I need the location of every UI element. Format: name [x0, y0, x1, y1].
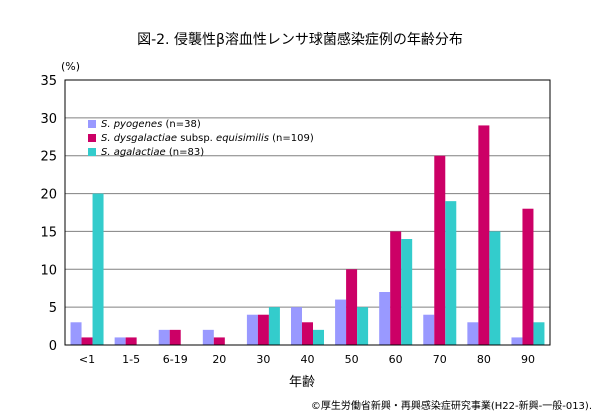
source-note: ©厚生労働省新興・再興感染症研究事業(H22-新興-一般-013).: [311, 399, 592, 412]
legend-swatch: [88, 120, 96, 128]
bar: [213, 337, 225, 345]
x-tick-label: 90: [521, 353, 535, 366]
legend-swatch: [88, 148, 96, 156]
chart-title: 図-2. 侵襲性β溶血性レンサ球菌感染症例の年齢分布: [137, 31, 463, 48]
y-tick-label: 20: [40, 188, 57, 203]
legend-text-part: equisimilis: [216, 133, 269, 144]
legend-text-part: S. pyogenes: [101, 119, 162, 130]
y-tick-label: 35: [40, 74, 57, 89]
legend-text-part: (n=109): [269, 133, 314, 144]
legend: S. pyogenes (n=38) S. dysgalactiae subsp.…: [88, 119, 314, 158]
y-tick-label: 0: [49, 339, 57, 354]
y-tick-label: 5: [49, 301, 57, 316]
bar: [379, 292, 391, 345]
x-axis-ticks: <1 1-5 6-19 20 30 40 50 60 70 80 90: [79, 353, 535, 366]
bar: [489, 231, 501, 345]
x-tick-label: 1-5: [122, 353, 140, 366]
plot-area-border: [64, 79, 551, 346]
bar: [125, 337, 137, 345]
bar: [257, 314, 269, 345]
bar: [158, 329, 170, 345]
bar: [70, 322, 82, 345]
y-tick-label: 25: [40, 150, 57, 165]
bar: [346, 269, 358, 345]
legend-entry: S. agalactiae (n=83): [101, 147, 204, 158]
y-axis-ticks: 0 5 10 15 20 25 30 35: [40, 74, 57, 354]
x-tick-label: <1: [79, 353, 95, 366]
bar: [169, 329, 181, 345]
bar: [401, 239, 413, 345]
bar: [335, 299, 347, 345]
x-tick-label: 40: [301, 353, 315, 366]
bar: [533, 322, 545, 345]
bar: [202, 329, 214, 345]
y-tick-label: 15: [40, 225, 57, 240]
bar: [511, 337, 523, 345]
bar: [114, 337, 126, 345]
bar: [92, 193, 104, 345]
bar: [268, 307, 280, 345]
bar: [390, 231, 402, 345]
x-tick-label: 20: [212, 353, 226, 366]
x-tick-label: 80: [477, 353, 491, 366]
x-tick-label: 60: [389, 353, 403, 366]
y-tick-label: 30: [40, 112, 57, 127]
x-tick-label: 30: [256, 353, 270, 366]
bar: [246, 314, 258, 345]
x-tick-label: 70: [433, 353, 447, 366]
bar: [522, 208, 534, 345]
x-tick-label: 50: [345, 353, 359, 366]
bar: [357, 307, 369, 345]
legend-text-part: S. dysgalactiae: [101, 133, 177, 144]
y-unit-label: (%): [61, 60, 80, 73]
legend-entry: S. dysgalactiae subsp. equisimilis (n=10…: [101, 133, 314, 144]
bars: [70, 125, 545, 345]
y-tick-label: 10: [40, 263, 57, 278]
legend-text-part: (n=38): [162, 119, 201, 130]
legend-text-part: subsp.: [177, 133, 216, 144]
bar: [423, 314, 435, 345]
bar: [478, 125, 490, 345]
bar: [445, 201, 457, 345]
x-axis-label: 年齢: [289, 375, 315, 390]
legend-entry: S. pyogenes (n=38): [101, 119, 201, 130]
bar: [291, 307, 302, 345]
legend-text-part: (n=83): [166, 147, 205, 158]
bar: [81, 337, 93, 345]
bar: [313, 329, 324, 345]
legend-swatch: [88, 134, 96, 142]
legend-text-part: S. agalactiae: [101, 147, 166, 158]
bar: [467, 322, 479, 345]
x-tick-label: 6-19: [163, 353, 188, 366]
gridlines: [65, 117, 550, 308]
bar: [434, 155, 446, 345]
bar: [302, 322, 313, 345]
